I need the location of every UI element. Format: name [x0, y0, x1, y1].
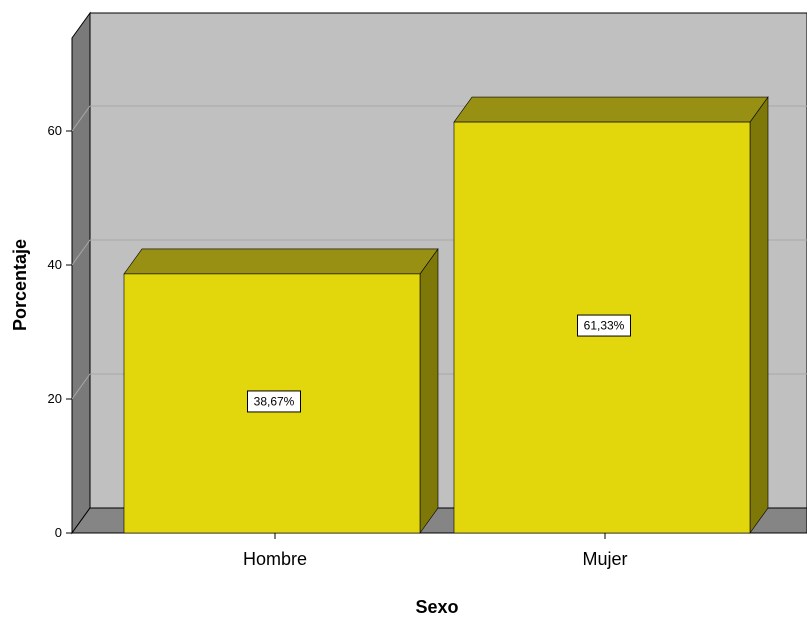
data-label: 61,33% — [584, 319, 625, 333]
x-axis-tick-labels: Hombre Mujer — [243, 533, 628, 569]
gridline-side — [71, 239, 91, 266]
data-label-box — [247, 390, 301, 413]
y-tick-label: 40 — [48, 257, 62, 272]
bar-hombre: 38,67% — [123, 247, 439, 534]
x-axis-title: Sexo — [415, 597, 458, 617]
y-tick-label: 20 — [48, 391, 62, 406]
gridline-side — [71, 105, 91, 132]
y-axis-title: Porcentaje — [10, 239, 30, 331]
bar-top — [123, 248, 439, 275]
gridline-side — [71, 373, 91, 400]
x-tick-label: Hombre — [243, 549, 307, 569]
left-wall — [71, 11, 91, 535]
y-tick-label: 0 — [55, 525, 62, 540]
y-tick-label: 60 — [48, 123, 62, 138]
data-label-box — [577, 314, 631, 337]
data-label: 38,67% — [254, 394, 295, 408]
bar-side — [419, 247, 439, 534]
bar-top — [453, 96, 769, 123]
y-axis-ticks: 0 20 40 60 — [48, 123, 72, 540]
bars: 38,67% 61,33% — [123, 96, 769, 534]
bar-mujer: 61,33% — [453, 96, 769, 534]
bar-side — [749, 96, 769, 534]
x-tick-label: Mujer — [582, 549, 627, 569]
